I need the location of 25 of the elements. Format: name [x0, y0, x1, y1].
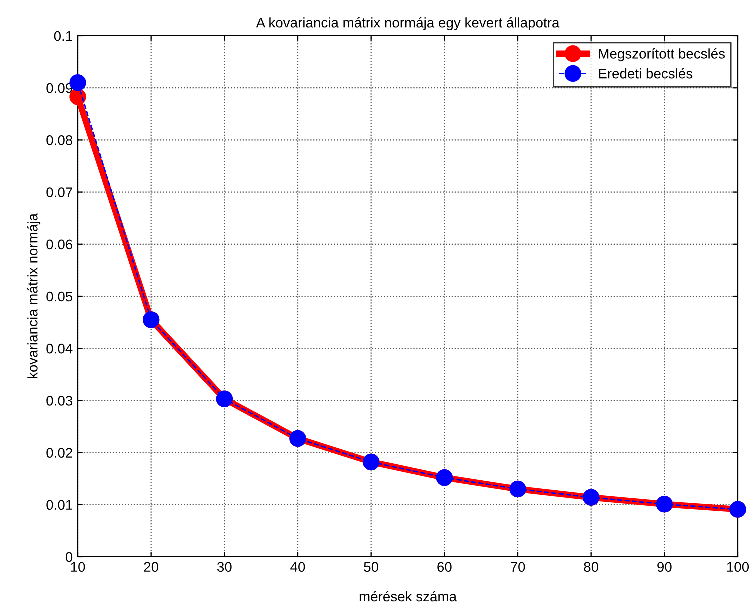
y-tick-label: 0.03 [46, 396, 73, 406]
x-tick-label: 10 [71, 562, 86, 572]
y-tick-label: 0.04 [46, 344, 73, 354]
y-tick-label: 0.1 [54, 31, 72, 42]
y-tick-label: 0 [66, 552, 73, 562]
y-axis-title: kovariancia mátrix normája [27, 214, 41, 379]
y-tick-label: 0.07 [46, 188, 72, 198]
x-tick-label: 50 [364, 562, 379, 572]
y-tick-label: 0.06 [46, 240, 73, 250]
x-tick-label: 80 [584, 562, 599, 572]
x-tick-label: 20 [144, 562, 159, 572]
y-tick-label: 0.08 [46, 136, 73, 146]
y-tick-label: 0.01 [46, 500, 72, 510]
x-tick-label: 40 [290, 562, 306, 572]
y-tick-label: 0.05 [46, 292, 73, 302]
legend-label: Eredeti becslés [599, 68, 693, 79]
y-tick-label: 0.02 [46, 448, 72, 458]
x-tick-label: 90 [658, 562, 672, 572]
legend-label: Megszorított becslés [599, 48, 726, 62]
x-tick-label: 70 [510, 562, 526, 572]
x-axis-title: mérések száma [360, 591, 458, 602]
x-tick-label: 100 [727, 562, 750, 572]
x-tick-label: 30 [217, 562, 232, 572]
chart-title: A kovariancia mátrix normája egy kevert állapotra [256, 17, 560, 31]
x-tick-label: 60 [438, 562, 452, 572]
